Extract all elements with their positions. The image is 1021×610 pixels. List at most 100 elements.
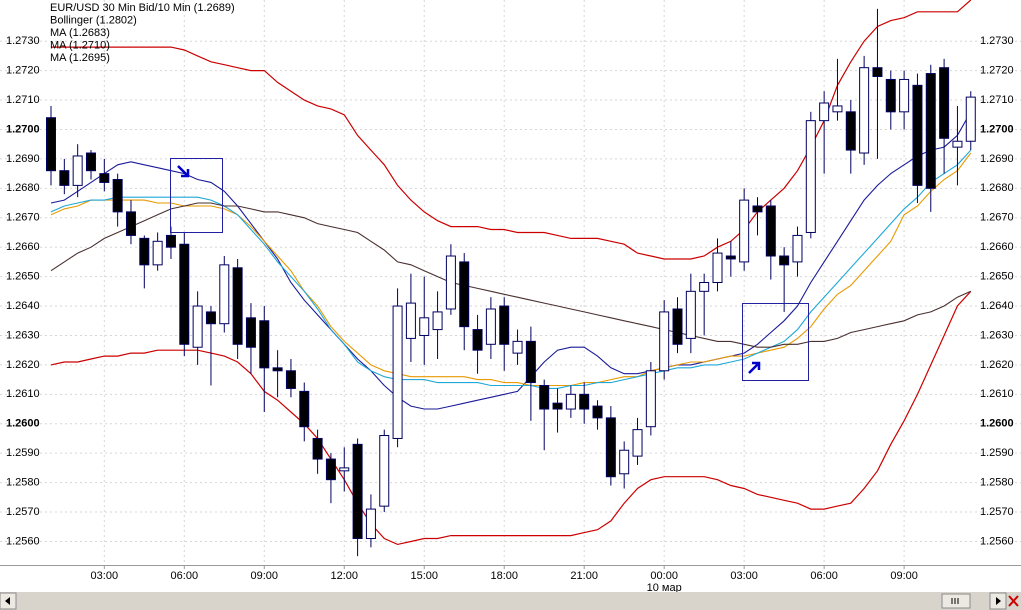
candle-body (525, 340, 536, 384)
candle-body (539, 384, 550, 410)
candle-body (725, 255, 736, 260)
y-tick-label: 1.2560 (6, 535, 40, 547)
x-tick-label: 21:00 (570, 570, 598, 582)
candle-body (285, 370, 296, 389)
candle-body (365, 508, 376, 540)
candle-body (259, 320, 270, 369)
y-tick-label: 1.2630 (980, 329, 1014, 341)
signal-frame (170, 158, 223, 233)
scrollbar-track (0, 592, 1021, 610)
signal-arrow-up (748, 361, 761, 374)
candle-body (899, 78, 910, 113)
candle-body (792, 234, 803, 263)
candle-body (965, 96, 976, 142)
x-tick-label: 09:00 (251, 570, 279, 582)
candle-body (392, 305, 403, 439)
y-tick-label: 1.2620 (6, 359, 40, 371)
candle-body (579, 393, 590, 410)
legend-entry: MA (1.2710) (50, 39, 110, 51)
y-tick-label: 1.2640 (6, 300, 40, 312)
candle-body (712, 252, 723, 284)
candle-body (952, 140, 963, 148)
y-tick-label: 1.2690 (6, 153, 40, 165)
candle-body (192, 305, 203, 348)
candle-body (59, 170, 70, 186)
candle-body (46, 117, 56, 172)
candle-body (672, 308, 683, 345)
x-tick-label: 03:00 (730, 570, 758, 582)
x-tick-label: 06:00 (171, 570, 199, 582)
candle-body (205, 311, 216, 325)
candle-body (632, 429, 643, 457)
candle-body (752, 205, 763, 213)
scroll-thumb[interactable] (941, 593, 971, 609)
y-tick-label: 1.2670 (6, 212, 40, 224)
candle-body (565, 393, 576, 410)
y-tick-label: 1.2730 (6, 35, 40, 47)
y-tick-label: 1.2720 (980, 65, 1014, 77)
y-tick-label: 1.2620 (980, 359, 1014, 371)
candle-body (619, 449, 630, 475)
candle-body (499, 305, 510, 345)
y-tick-label: 1.2700 (980, 123, 1014, 135)
y-tick-label: 1.2590 (6, 447, 40, 459)
candle-body (779, 255, 790, 266)
candle-body (339, 467, 350, 472)
candle-body (512, 340, 523, 354)
series-layer (46, 0, 976, 557)
grid (0, 0, 1021, 565)
y-tick-label: 1.2580 (6, 477, 40, 489)
y-tick-label: 1.2700 (6, 123, 40, 135)
y-tick-label: 1.2660 (980, 241, 1014, 253)
y-tick-label: 1.2660 (6, 241, 40, 253)
y-tick-label: 1.2610 (980, 388, 1014, 400)
candle-body (165, 234, 176, 248)
candle-body (419, 317, 430, 336)
candle-body (925, 73, 936, 189)
arrow-icon (996, 597, 1001, 605)
candle-body (139, 237, 150, 266)
candle-body (685, 290, 696, 339)
y-tick-label: 1.2560 (980, 535, 1014, 547)
legend-entry: Bollinger (1.2802) (50, 14, 137, 26)
candle-body (872, 67, 883, 78)
legend-entry: EUR/USD 30 Min Bid/10 Min (1.2689) (50, 2, 235, 14)
candle-body (379, 435, 390, 507)
legend: EUR/USD 30 Min Bid/10 Min (1.2689)Bollin… (50, 2, 235, 64)
x-tick-label: 03:00 (91, 570, 119, 582)
ma-line (50, 202, 972, 348)
candle-body (485, 308, 496, 345)
y-tick-label: 1.2710 (980, 94, 1014, 106)
candle-body (72, 155, 83, 186)
signal-frame (742, 303, 809, 381)
x-tick-label: 15:00 (410, 570, 438, 582)
close-icon[interactable] (1008, 595, 1019, 607)
x-tick-label: 00:00 (650, 570, 678, 582)
y-tick-label: 1.2690 (980, 153, 1014, 165)
candle-body (85, 152, 96, 172)
y-tick-label: 1.2670 (980, 212, 1014, 224)
y-tick-label: 1.2730 (980, 35, 1014, 47)
candle-body (939, 67, 950, 139)
candle-body (845, 111, 856, 151)
candle-body (605, 417, 616, 478)
candle-body (325, 458, 336, 481)
candle-body (592, 405, 603, 419)
candle-body (912, 84, 923, 186)
candle-body (232, 267, 243, 345)
legend-entry: MA (1.2683) (50, 27, 110, 39)
x-tick-label: 09:00 (890, 570, 918, 582)
candle-body (99, 173, 110, 183)
candle-body (219, 264, 230, 325)
candle-body (245, 317, 256, 348)
candle-body (352, 443, 363, 540)
candle-body (432, 311, 443, 331)
legend-entry: MA (1.2695) (50, 52, 110, 64)
y-tick-label: 1.2650 (6, 271, 40, 283)
y-tick-label: 1.2570 (980, 506, 1014, 518)
y-tick-label: 1.2590 (980, 447, 1014, 459)
y-tick-label: 1.2610 (6, 388, 40, 400)
candle-body (272, 367, 283, 372)
ma-line (50, 149, 972, 389)
y-tick-label: 1.2570 (6, 506, 40, 518)
